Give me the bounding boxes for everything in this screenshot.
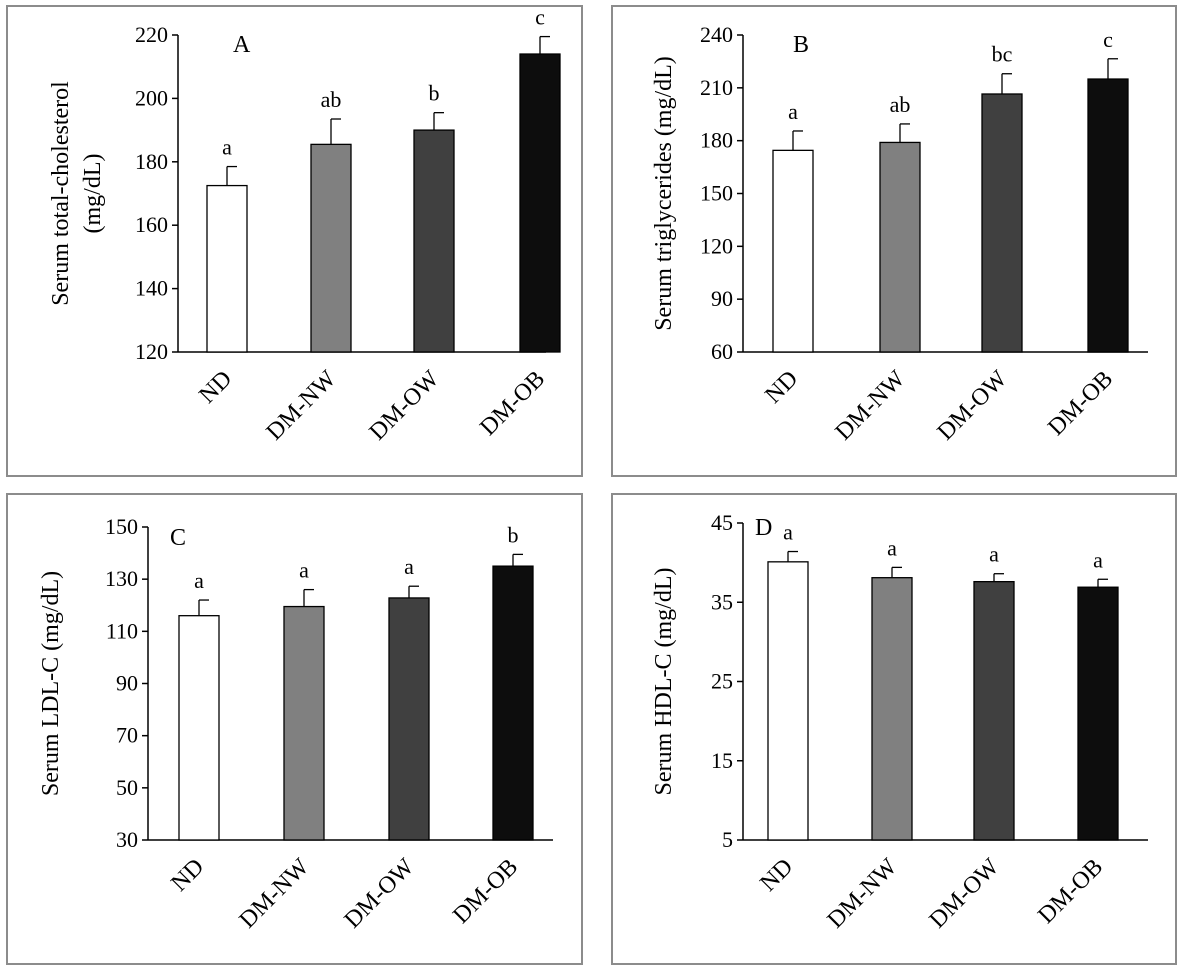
category-label: DM-OB	[1033, 854, 1108, 929]
y-axis-title: Serum triglycerides (mg/dL)	[651, 56, 677, 331]
chart-d: 5 15 25 35 45 a ND a DM-NW a DM-OW a DM-OB D Serum HDL…	[651, 510, 1148, 934]
significance-letter: a	[887, 535, 897, 560]
category-label: ND	[755, 854, 798, 897]
significance-letter: ab	[321, 87, 342, 112]
y-tick-label: 50	[116, 775, 138, 800]
significance-letter: c	[535, 7, 545, 30]
category-label: DM-OW	[933, 366, 1013, 446]
chart-c: 30 50 70 90 110 130 150 a ND a DM-NW a DM-OW b DM-OB C S…	[38, 514, 553, 934]
bar-dm-ow	[388, 597, 430, 841]
y-tick-label: 160	[135, 212, 168, 237]
bar-nd	[206, 184, 248, 353]
category-label: DM-OB	[475, 366, 550, 441]
y-tick-label: 150	[105, 514, 138, 539]
y-tick-label: 110	[106, 618, 138, 643]
significance-letter: a	[194, 568, 204, 593]
panel-label: C	[170, 525, 186, 551]
y-axis-title: Serum total-cholesterol	[48, 81, 74, 306]
panel-a: 120 140 160 180 200 220 a ND ab DM-NW b DM-OW c DM-OB…	[6, 5, 583, 477]
category-label: ND	[760, 366, 803, 409]
category-label: DM-NW	[235, 854, 315, 934]
bar-dm-nw	[310, 143, 352, 353]
panel-c: 30 50 70 90 110 130 150 a ND a DM-NW a DM-OW b DM-OB C S…	[6, 493, 583, 965]
category-label: DM-OW	[340, 854, 420, 934]
panel-d: 5 15 25 35 45 a ND a DM-NW a DM-OW a DM-OB D Serum HDL…	[611, 493, 1177, 965]
significance-letter: ab	[890, 92, 911, 117]
category-label: ND	[166, 854, 209, 897]
panel-label: A	[233, 32, 251, 58]
panel-b: 60 90 120 150 180 210 240 a ND ab DM-NW bc DM-OW c DM-…	[611, 5, 1177, 477]
bar-dm-ob	[1077, 586, 1119, 841]
panel-label: D	[755, 515, 772, 541]
y-tick-label: 15	[711, 748, 733, 773]
significance-letter: b	[508, 522, 519, 547]
bar-dm-nw	[879, 141, 921, 353]
y-tick-label: 150	[700, 181, 733, 206]
significance-letter: bc	[992, 42, 1013, 67]
bar-dm-ob	[519, 53, 561, 353]
bar-dm-ow	[973, 580, 1015, 841]
y-tick-label: 30	[116, 827, 138, 852]
bar-dm-nw	[871, 577, 913, 841]
category-label: DM-OW	[925, 854, 1005, 934]
y-tick-label: 35	[711, 589, 733, 614]
y-tick-label: 5	[722, 827, 733, 852]
y-tick-label: 220	[135, 22, 168, 47]
y-axis-title: (mg/dL)	[80, 154, 106, 234]
bar-dm-ob	[1087, 78, 1129, 353]
category-label: DM-OB	[448, 854, 523, 929]
y-tick-label: 25	[711, 669, 733, 694]
bar-dm-nw	[283, 605, 325, 841]
significance-letter: a	[783, 520, 793, 545]
y-tick-label: 180	[700, 128, 733, 153]
y-tick-label: 120	[700, 233, 733, 258]
significance-letter: a	[404, 554, 414, 579]
y-tick-label: 180	[135, 149, 168, 174]
y-tick-label: 120	[135, 339, 168, 364]
significance-letter: a	[989, 542, 999, 567]
category-label: ND	[194, 366, 237, 409]
y-tick-label: 200	[135, 85, 168, 110]
chart-b: 60 90 120 150 180 210 240 a ND ab DM-NW bc DM-OW c DM-…	[651, 22, 1148, 446]
bar-dm-ow	[981, 93, 1023, 353]
y-tick-label: 90	[711, 286, 733, 311]
category-label: DM-OW	[365, 366, 445, 446]
bar-nd	[178, 615, 220, 841]
y-tick-label: 130	[105, 566, 138, 591]
significance-letter: a	[222, 135, 232, 160]
y-tick-label: 240	[700, 22, 733, 47]
y-axis-title: Serum HDL-C (mg/dL)	[651, 568, 677, 796]
panel-label: B	[793, 32, 809, 58]
bar-nd	[772, 149, 814, 353]
significance-letter: a	[299, 558, 309, 583]
significance-letter: a	[1093, 547, 1103, 572]
category-label: DM-OB	[1043, 366, 1118, 441]
bar-dm-ow	[413, 129, 455, 353]
y-tick-label: 210	[700, 75, 733, 100]
significance-letter: c	[1103, 27, 1113, 52]
y-tick-label: 70	[116, 723, 138, 748]
y-tick-label: 45	[711, 510, 733, 535]
y-axis-title: Serum LDL-C (mg/dL)	[38, 571, 64, 796]
bar-nd	[767, 561, 809, 841]
category-label: DM-NW	[831, 366, 911, 446]
y-tick-label: 90	[116, 671, 138, 696]
y-tick-label: 60	[711, 339, 733, 364]
significance-letter: b	[429, 81, 440, 106]
category-label: DM-NW	[823, 854, 903, 934]
bar-dm-ob	[492, 565, 534, 841]
y-tick-label: 140	[135, 276, 168, 301]
category-label: DM-NW	[262, 366, 342, 446]
significance-letter: a	[788, 99, 798, 124]
chart-a: 120 140 160 180 200 220 a ND ab DM-NW b DM-OW c DM-OB…	[48, 7, 561, 446]
